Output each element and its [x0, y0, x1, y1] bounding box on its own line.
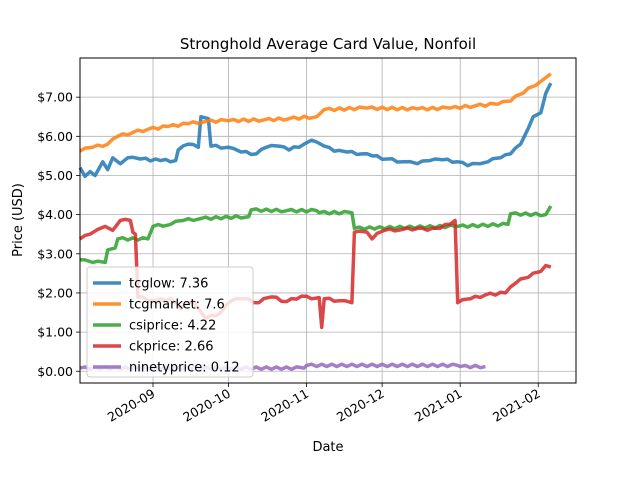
series-line — [78, 82, 553, 179]
y-tick-label: $6.00 — [37, 129, 73, 144]
chart-title: Stronghold Average Card Value, Nonfoil — [180, 35, 476, 53]
legend-label: tcglow: 7.36 — [129, 277, 208, 292]
legend-label: csiprice: 4.22 — [129, 319, 216, 334]
series-line — [79, 72, 552, 153]
y-tick-label: $1.00 — [37, 325, 73, 340]
x-axis-label: Date — [312, 440, 343, 455]
y-tick-label: $2.00 — [37, 285, 73, 300]
y-tick-label: $0.00 — [37, 364, 73, 379]
legend-box — [86, 266, 254, 378]
legend-label: ckprice: 2.66 — [129, 340, 214, 355]
y-tick-label: $7.00 — [37, 90, 73, 105]
legend-label: ninetyprice: 0.12 — [129, 361, 240, 376]
plot-frame — [79, 57, 577, 384]
series-line — [79, 205, 553, 265]
legend-label: tcgmarket: 7.6 — [129, 298, 225, 313]
y-axis-ticks: $0.00 $1.00 $2.00 $3.00 $4.00 $5.00 $6.00 $7.00 — [37, 90, 80, 379]
y-tick-label: $3.00 — [37, 246, 73, 261]
legend: tcglow: 7.36 tcgmarket: 7.6 csiprice: 4.22… — [86, 266, 254, 378]
y-tick-label: $4.00 — [37, 207, 73, 222]
y-axis-label: Price (USD) — [11, 183, 26, 257]
y-tick-label: $5.00 — [37, 168, 73, 183]
